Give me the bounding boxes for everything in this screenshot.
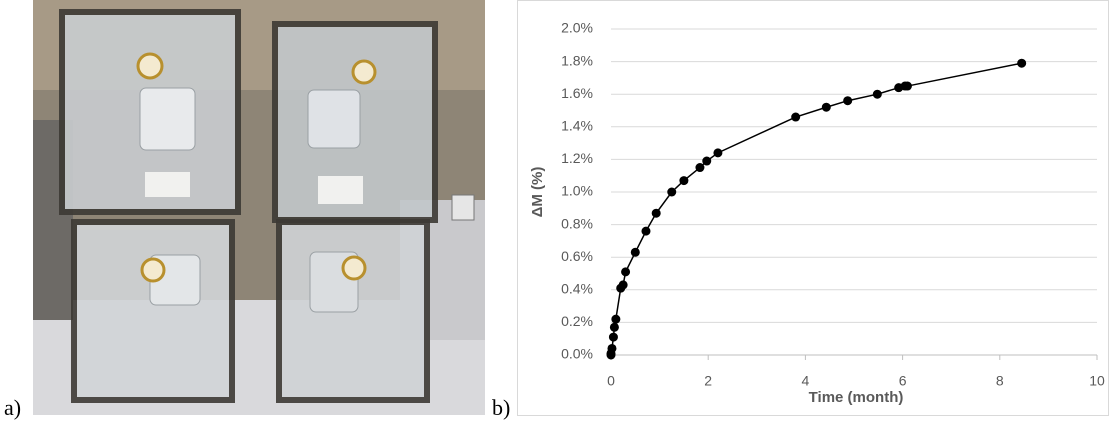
data-point xyxy=(843,96,853,106)
x-tick-label: 0 xyxy=(607,373,615,389)
data-point xyxy=(679,176,689,186)
data-point xyxy=(609,322,619,332)
data-point xyxy=(1017,58,1027,68)
photo xyxy=(33,0,485,415)
data-point xyxy=(791,112,801,122)
data-point xyxy=(608,332,618,342)
data-point xyxy=(902,81,912,91)
y-tick-label: 1.8% xyxy=(561,52,593,68)
x-tick-label: 6 xyxy=(899,373,907,389)
x-axis-label: Time (month) xyxy=(809,389,904,406)
data-point xyxy=(821,102,831,112)
data-point xyxy=(618,280,628,290)
x-tick-label: 2 xyxy=(704,373,712,389)
data-point xyxy=(702,156,712,166)
data-point xyxy=(611,314,621,324)
y-tick-label: 1.6% xyxy=(561,85,593,101)
data-point xyxy=(641,226,651,236)
data-point xyxy=(621,267,631,277)
data-point xyxy=(651,208,661,218)
data-point xyxy=(667,187,677,197)
y-tick-label: 1.2% xyxy=(561,150,593,166)
data-point xyxy=(607,343,617,353)
data-point xyxy=(713,148,723,158)
x-tick-label: 4 xyxy=(802,373,810,389)
y-tick-label: 0.4% xyxy=(561,281,593,297)
y-tick-label: 0.0% xyxy=(561,346,593,362)
x-tick-label: 8 xyxy=(996,373,1004,389)
y-axis-label: ΔM (%) xyxy=(529,167,546,218)
y-tick-label: 0.2% xyxy=(561,313,593,329)
data-point xyxy=(872,89,882,99)
y-tick-label: 1.0% xyxy=(561,183,593,199)
data-point xyxy=(630,247,640,257)
panel-label: a) xyxy=(4,395,21,420)
panel-label: b) xyxy=(492,395,510,420)
y-tick-label: 1.4% xyxy=(561,118,593,134)
x-tick-label: 10 xyxy=(1089,373,1105,389)
y-tick-label: 0.8% xyxy=(561,215,593,231)
data-point xyxy=(695,163,705,173)
y-tick-label: 0.6% xyxy=(561,248,593,264)
y-tick-label: 2.0% xyxy=(561,20,593,36)
data-line xyxy=(610,62,1022,355)
